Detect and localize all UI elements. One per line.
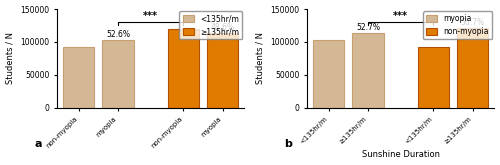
Text: a: a xyxy=(34,139,42,149)
Text: 52.6%: 52.6% xyxy=(106,30,130,39)
Text: 52.7%: 52.7% xyxy=(356,23,380,32)
Text: 48.6%: 48.6% xyxy=(210,23,234,32)
Text: 56.7%: 56.7% xyxy=(460,18,484,27)
Bar xyxy=(313,40,344,108)
Legend: myopia, non-myopia: myopia, non-myopia xyxy=(423,11,492,39)
Y-axis label: Students / N: Students / N xyxy=(6,32,15,84)
Text: ***: *** xyxy=(143,11,158,21)
Bar xyxy=(207,33,238,108)
Bar xyxy=(63,47,94,108)
X-axis label: Sunshine Duration: Sunshine Duration xyxy=(362,150,440,159)
Bar xyxy=(102,40,134,108)
Legend: <135hr/m, ≥135hr/m: <135hr/m, ≥135hr/m xyxy=(180,11,242,39)
Y-axis label: Students / N: Students / N xyxy=(256,32,264,84)
Bar xyxy=(352,33,384,108)
Bar xyxy=(168,29,199,108)
Text: b: b xyxy=(284,139,292,149)
Bar xyxy=(418,47,449,108)
Bar xyxy=(457,28,488,108)
Text: ***: *** xyxy=(393,11,408,21)
